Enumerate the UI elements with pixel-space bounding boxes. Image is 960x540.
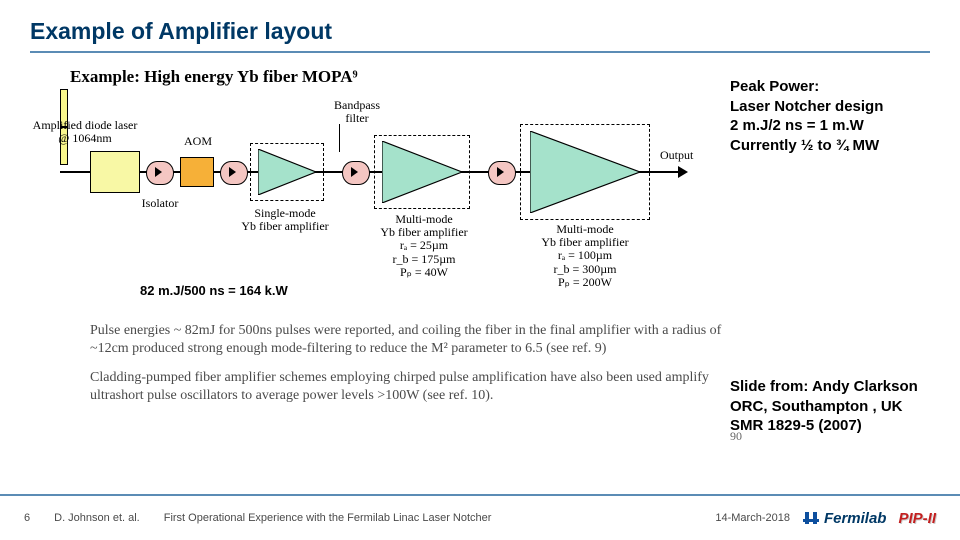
energy-annotation: 82 m.J/500 ns = 164 k.W: [140, 283, 288, 298]
note-line: SMR 1829-5 (2007): [730, 416, 940, 436]
label-mm2: Multi-mode Yb fiber amplifier rₐ = 100µm…: [520, 223, 650, 289]
arrow-icon: [351, 167, 358, 177]
footer-date: 14-March-2018: [715, 512, 790, 524]
text: Bandpass: [334, 98, 380, 112]
label-bpf: Bandpass filter: [322, 99, 392, 125]
diagram-region: Example: High energy Yb fiber MOPA⁹ Ampl…: [60, 67, 710, 274]
footer-author: D. Johnson et. al.: [54, 512, 140, 524]
fermilab-logo: Fermilab: [802, 509, 887, 527]
amplifier-diagram: Amplified diode laser @ 1064nm AOM Bandp…: [60, 89, 710, 274]
text: Yb fiber amplifier: [380, 225, 467, 239]
fermilab-logo-icon: [802, 509, 820, 527]
body-para-1: Pulse energies ~ 82mJ for 500ns pulses w…: [90, 322, 730, 357]
label-aom: AOM: [178, 135, 218, 148]
text: Multi-mode: [556, 222, 613, 236]
arrow-icon: [678, 166, 688, 178]
footer-left: 6 D. Johnson et. al. First Operational E…: [24, 512, 491, 524]
label-mm1: Multi-mode Yb fiber amplifier rₐ = 25µm …: [364, 213, 484, 279]
diagram-heading: Example: High energy Yb fiber MOPA⁹: [70, 67, 710, 87]
text: Single-mode: [254, 206, 315, 220]
note-line: 2 m.J/2 ns = 1 m.W: [730, 116, 940, 136]
text: Multi-mode: [395, 212, 452, 226]
note-line: ORC, Southampton , UK: [730, 397, 940, 417]
text: r_b = 300µm: [553, 262, 616, 276]
amplifier-icon: [530, 131, 640, 213]
credit-note: Slide from: Andy Clarkson ORC, Southampt…: [730, 377, 940, 436]
text: r_b = 175µm: [392, 252, 455, 266]
pointer-line: [339, 124, 340, 152]
aom-box: [180, 157, 214, 187]
label-isolator: Isolator: [130, 197, 190, 210]
note-line: Currently ½ to ¾ MW: [730, 136, 940, 156]
arrow-icon: [229, 167, 236, 177]
arrow-icon: [155, 167, 162, 177]
pip2-logo: PIP-II: [898, 510, 936, 527]
text: Amplified diode laser: [33, 118, 138, 132]
peak-power-note: Peak Power: Laser Notcher design 2 m.J/2…: [730, 77, 940, 155]
note-line: Laser Notcher design: [730, 97, 940, 117]
text: filter: [345, 111, 368, 125]
slide-footer: 6 D. Johnson et. al. First Operational E…: [0, 494, 960, 540]
text: @ 1064nm: [58, 131, 111, 145]
page-title: Example of Amplifier layout: [30, 18, 930, 53]
amplifier-icon: [258, 149, 316, 195]
content-area: Peak Power: Laser Notcher design 2 m.J/2…: [30, 67, 930, 497]
text: rₐ = 100µm: [558, 248, 612, 262]
note-line: Slide from: Andy Clarkson: [730, 377, 940, 397]
text: rₐ = 25µm: [400, 238, 448, 252]
text: Yb fiber amplifier: [241, 219, 328, 233]
label-adl: Amplified diode laser @ 1064nm: [25, 119, 145, 145]
amplifier-icon: [382, 141, 462, 203]
body-para-2: Cladding-pumped fiber amplifier schemes …: [90, 369, 730, 404]
text: Pₚ = 40W: [400, 265, 448, 279]
source-box: [90, 151, 140, 193]
fermilab-logo-text: Fermilab: [824, 510, 887, 527]
label-output: Output: [660, 149, 720, 162]
footer-talk-title: First Operational Experience with the Fe…: [164, 512, 492, 524]
arrow-icon: [497, 167, 504, 177]
text: Yb fiber amplifier: [541, 235, 628, 249]
page-number: 6: [24, 512, 30, 524]
body-text: Pulse energies ~ 82mJ for 500ns pulses w…: [90, 322, 730, 416]
footer-right: 14-March-2018 Fermilab PIP-II: [715, 509, 936, 527]
text: Pₚ = 200W: [558, 275, 612, 289]
label-sm-amp: Single-mode Yb fiber amplifier: [230, 207, 340, 233]
note-line: Peak Power:: [730, 77, 940, 97]
